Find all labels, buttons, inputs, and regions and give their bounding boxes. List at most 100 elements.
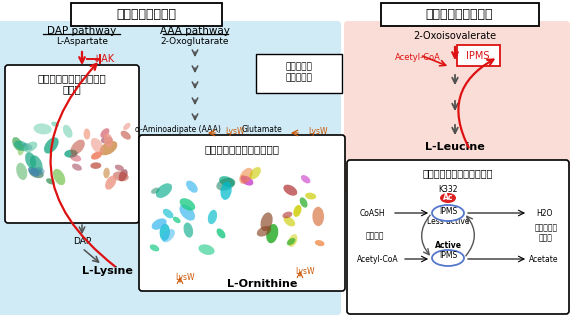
Ellipse shape xyxy=(24,142,37,152)
Ellipse shape xyxy=(294,205,302,217)
Text: 非酵素的: 非酵素的 xyxy=(366,232,384,240)
Ellipse shape xyxy=(63,125,72,138)
Ellipse shape xyxy=(105,176,116,190)
Ellipse shape xyxy=(14,141,28,151)
Ellipse shape xyxy=(44,137,59,154)
FancyBboxPatch shape xyxy=(256,54,342,93)
FancyBboxPatch shape xyxy=(139,135,345,291)
FancyBboxPatch shape xyxy=(457,45,499,65)
Text: 2-Oxoglutarate: 2-Oxoglutarate xyxy=(161,38,229,46)
Text: IPMS: IPMS xyxy=(439,206,457,216)
Ellipse shape xyxy=(152,218,166,230)
Ellipse shape xyxy=(101,137,113,144)
Text: ↓AK: ↓AK xyxy=(93,54,114,64)
Text: DAP: DAP xyxy=(73,236,91,246)
Text: 2-Oxoisovalerate: 2-Oxoisovalerate xyxy=(413,31,496,41)
Ellipse shape xyxy=(217,228,226,238)
Ellipse shape xyxy=(16,163,27,180)
Text: K332: K332 xyxy=(438,185,458,193)
Ellipse shape xyxy=(239,168,253,184)
Ellipse shape xyxy=(301,175,311,183)
Ellipse shape xyxy=(221,182,232,200)
Ellipse shape xyxy=(121,131,131,140)
Ellipse shape xyxy=(12,137,23,151)
Ellipse shape xyxy=(18,146,24,155)
FancyBboxPatch shape xyxy=(381,3,539,26)
Text: 生合成経路: 生合成経路 xyxy=(286,74,312,82)
Ellipse shape xyxy=(91,138,104,154)
Ellipse shape xyxy=(180,198,195,211)
Ellipse shape xyxy=(283,185,298,196)
FancyBboxPatch shape xyxy=(0,21,341,315)
Ellipse shape xyxy=(241,175,247,183)
Text: の解明: の解明 xyxy=(63,84,82,94)
Text: Acetyl-CoA: Acetyl-CoA xyxy=(395,52,441,62)
Ellipse shape xyxy=(184,222,193,238)
Ellipse shape xyxy=(150,244,159,252)
Ellipse shape xyxy=(288,234,298,247)
Ellipse shape xyxy=(28,167,39,177)
Ellipse shape xyxy=(287,238,295,245)
FancyBboxPatch shape xyxy=(5,65,139,223)
Ellipse shape xyxy=(51,122,59,127)
Text: LysW: LysW xyxy=(308,126,328,136)
Ellipse shape xyxy=(53,169,66,185)
Text: オルニチン: オルニチン xyxy=(286,63,312,71)
Ellipse shape xyxy=(432,250,464,266)
Text: Less active: Less active xyxy=(427,217,469,227)
Ellipse shape xyxy=(208,210,217,224)
Ellipse shape xyxy=(70,154,81,162)
Ellipse shape xyxy=(113,171,129,181)
Ellipse shape xyxy=(71,140,85,155)
Ellipse shape xyxy=(266,224,278,243)
Ellipse shape xyxy=(260,212,272,231)
Ellipse shape xyxy=(104,134,113,148)
Text: H2O: H2O xyxy=(536,209,552,217)
Text: L-Lysine: L-Lysine xyxy=(82,266,132,276)
Text: 新規生合成機構やその進化: 新規生合成機構やその進化 xyxy=(205,144,279,154)
Text: Acetate: Acetate xyxy=(530,254,559,264)
Text: LysW: LysW xyxy=(225,126,245,136)
Ellipse shape xyxy=(22,143,32,150)
Ellipse shape xyxy=(100,128,109,138)
Ellipse shape xyxy=(115,165,124,171)
Text: LysW: LysW xyxy=(175,274,195,283)
Ellipse shape xyxy=(100,141,117,155)
Text: LysW: LysW xyxy=(295,268,315,276)
Text: Glutamate: Glutamate xyxy=(242,125,282,135)
Ellipse shape xyxy=(186,180,198,193)
Text: Active: Active xyxy=(434,240,462,250)
Text: IPMS: IPMS xyxy=(439,252,457,260)
FancyBboxPatch shape xyxy=(347,160,569,314)
Text: IPMS: IPMS xyxy=(466,51,490,61)
FancyBboxPatch shape xyxy=(344,21,570,194)
Text: L-Leucine: L-Leucine xyxy=(425,142,485,152)
Ellipse shape xyxy=(284,216,295,227)
Ellipse shape xyxy=(305,193,316,199)
Ellipse shape xyxy=(300,198,308,208)
Ellipse shape xyxy=(29,168,44,178)
Text: ロイシン生合成経路: ロイシン生合成経路 xyxy=(425,8,492,21)
Ellipse shape xyxy=(46,178,55,185)
Text: 翻訳後修飾による酵素調節: 翻訳後修飾による酵素調節 xyxy=(423,168,493,178)
Ellipse shape xyxy=(91,162,101,169)
Text: CoASH: CoASH xyxy=(359,209,385,217)
Text: 脱アセチル: 脱アセチル xyxy=(535,223,557,233)
Ellipse shape xyxy=(103,168,110,178)
Ellipse shape xyxy=(119,169,128,181)
Text: Ac: Ac xyxy=(443,193,453,203)
Ellipse shape xyxy=(64,150,78,158)
Ellipse shape xyxy=(173,217,181,223)
Ellipse shape xyxy=(312,207,324,226)
Text: フィードバック阻害機構: フィードバック阻害機構 xyxy=(38,73,107,83)
Ellipse shape xyxy=(160,224,170,241)
Text: DAP pathway: DAP pathway xyxy=(47,26,117,36)
Ellipse shape xyxy=(219,176,235,187)
Ellipse shape xyxy=(84,129,90,140)
Ellipse shape xyxy=(315,240,324,246)
Ellipse shape xyxy=(432,205,464,221)
Ellipse shape xyxy=(162,229,175,242)
Ellipse shape xyxy=(257,226,271,237)
Text: L-Ornithine: L-Ornithine xyxy=(227,279,297,289)
Ellipse shape xyxy=(180,204,195,221)
